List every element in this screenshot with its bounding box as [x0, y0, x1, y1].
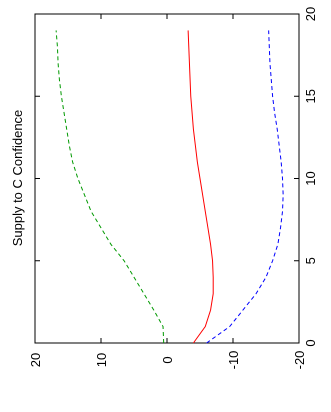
x-tick-label: 20	[303, 7, 318, 21]
y-tick-label: 10	[94, 353, 109, 367]
y-tick-label: 20	[28, 353, 43, 367]
y-tick-label: -20	[292, 351, 307, 370]
series-line-2	[187, 30, 214, 344]
x-tick-label: 5	[303, 257, 318, 264]
x-tick-label: 10	[303, 171, 318, 185]
x-tick-label: 15	[303, 89, 318, 103]
plot-frame	[34, 13, 300, 344]
series-group	[55, 30, 284, 344]
y-tick-label: 0	[160, 356, 175, 363]
tick-group: 0 5 10 15 20 20 10 0 -10 -20	[28, 7, 318, 370]
y-tick-label: -10	[226, 351, 241, 370]
series-line-3	[206, 30, 284, 344]
x-tick-label: 0	[303, 339, 318, 346]
chart-title: Supply to C Confidence	[10, 110, 25, 247]
series-line-1	[55, 30, 165, 344]
